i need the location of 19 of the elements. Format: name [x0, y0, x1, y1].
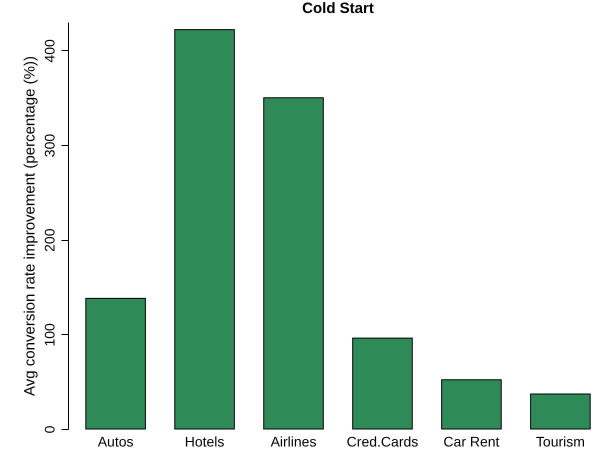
bar [441, 379, 502, 430]
bar [530, 393, 591, 430]
bar [174, 29, 235, 430]
x-tick-label: Tourism [536, 434, 585, 450]
y-tick-label: 0 [42, 425, 58, 434]
x-tick-label: Autos [98, 434, 134, 450]
x-tick-label: Airlines [270, 434, 316, 450]
y-tick-label: 100 [42, 322, 58, 347]
chart-title: Cold Start [302, 0, 374, 17]
x-tick-label: Hotels [184, 434, 224, 450]
bar [263, 97, 324, 430]
y-axis-title: Avg conversion rate improvement (percentage (%)) [22, 56, 38, 396]
y-tick-label: 400 [42, 39, 58, 63]
bar [352, 338, 413, 430]
x-tick-label: Cred.Cards [346, 434, 418, 450]
x-tick-label: Car Rent [443, 434, 500, 450]
y-tick-label: 200 [42, 228, 58, 252]
bar [85, 298, 146, 430]
y-tick-label: 300 [42, 134, 58, 158]
